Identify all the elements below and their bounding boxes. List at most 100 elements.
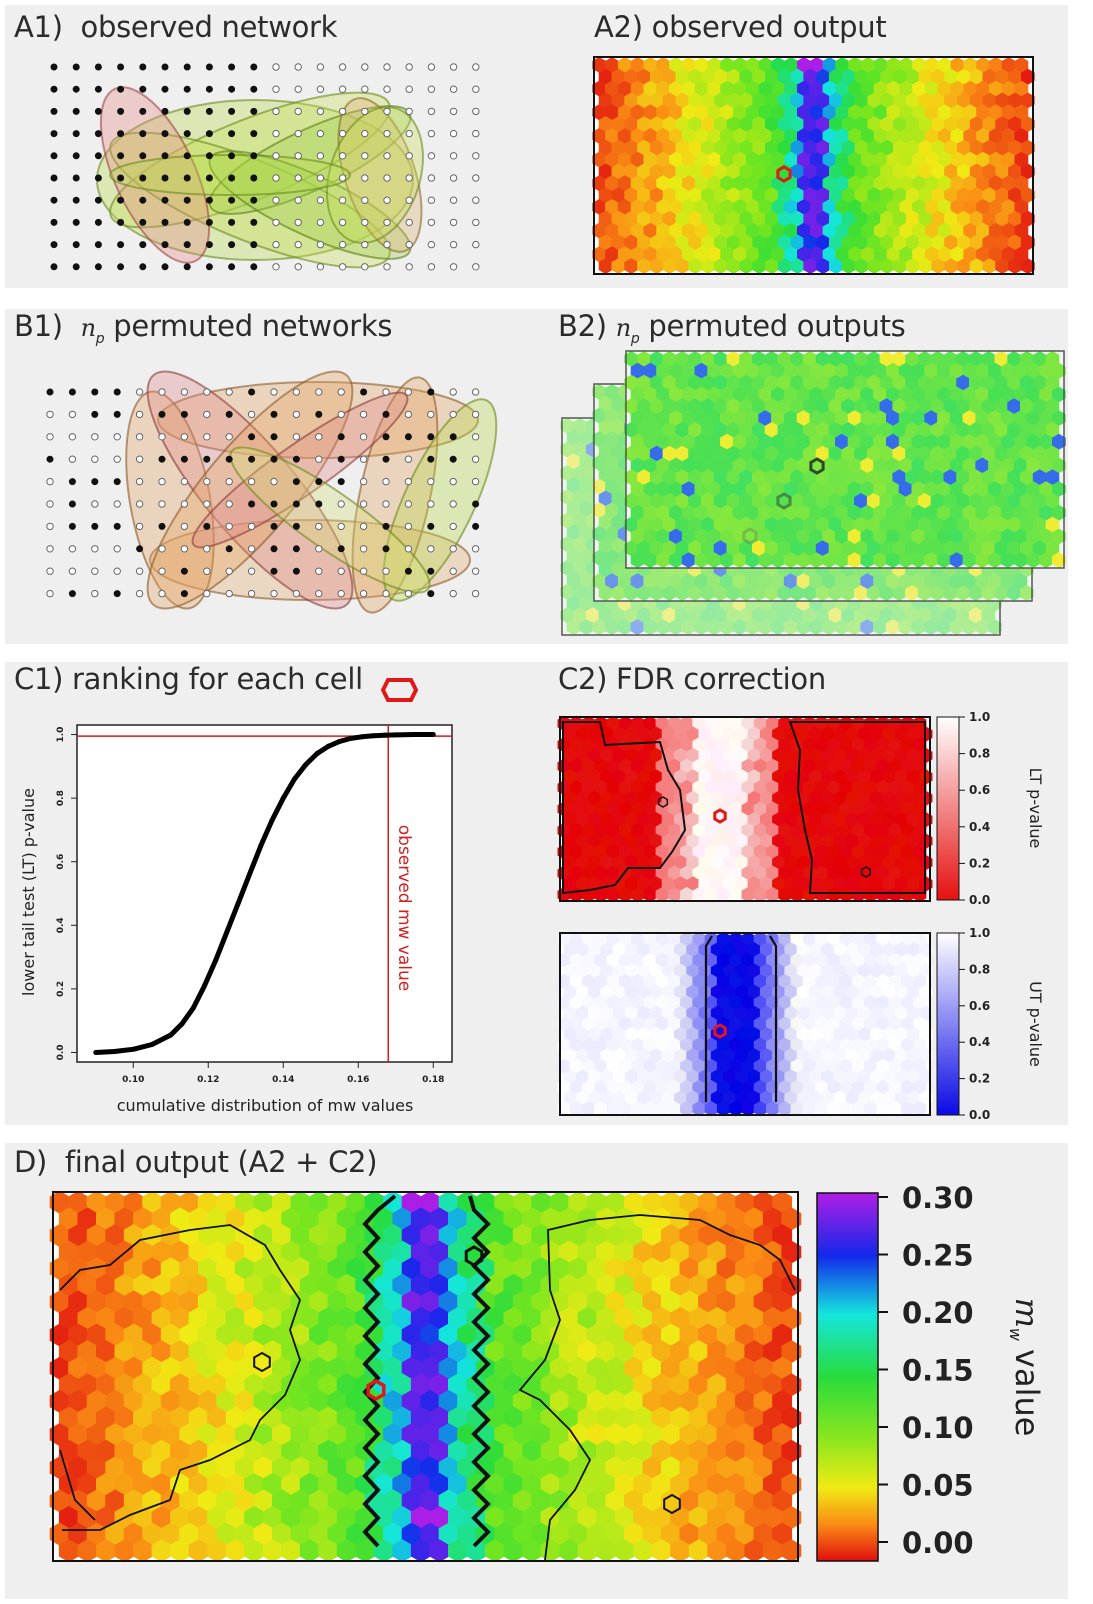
ut-significance-contour [769,935,778,1102]
network-node [46,500,54,508]
network-node [228,174,236,182]
network-node [427,107,436,116]
network-node [228,196,236,204]
network-node [113,522,121,530]
network-node [315,522,323,531]
network-node [272,218,280,227]
network-node [113,410,121,418]
network-node [135,522,144,531]
permuted-cell-marker [776,492,792,510]
x-tick-label: 0.16 [347,1075,369,1085]
panel-b2-title: B2) np permuted outputs [558,309,906,347]
network-node [404,500,413,508]
a2-map-border [593,56,1034,275]
network-node [135,567,144,575]
network-node [91,500,99,508]
network-node [382,567,390,575]
chart-ylabel: lower tail test (LT) p-value [19,788,38,996]
network-node [382,388,390,396]
network-node [183,241,191,249]
network-node [225,410,233,418]
network-node [68,500,76,508]
network-node [161,130,169,138]
network-node [472,63,480,71]
network-node [205,218,213,226]
network-node [203,500,211,508]
selected-cell-marker [713,1023,727,1039]
network-node [72,63,80,71]
network-node [272,263,280,271]
network-node [338,196,347,204]
panel-b1-title: B1) np permuted networks [14,309,393,347]
network-node [72,85,80,93]
network-node [292,455,300,463]
network-node [449,522,457,531]
lt-contour-cell [860,866,872,878]
network-node [337,567,345,575]
network-node [46,589,54,598]
cdf-point [359,734,365,740]
network-node [338,263,347,271]
network-node [183,63,191,71]
network-node [405,240,413,249]
colorbar-tick-label: 0.2 [969,856,990,870]
network-node [316,63,325,71]
network-node [294,240,302,249]
network-node [405,263,413,271]
x-tick-label: 0.12 [197,1075,219,1085]
network-node [91,455,99,463]
network-node [247,545,256,553]
colorbar-tick-label: 0.4 [969,1035,990,1049]
network-node [91,589,99,598]
network-node [272,107,280,116]
network-node [135,500,144,508]
network-node [383,85,391,93]
network-node [449,129,458,138]
network-node [294,107,302,116]
network-node [294,196,302,204]
y-tick-label: 0.2 [56,981,66,997]
cdf-point [393,732,399,738]
network-node [161,85,169,93]
network-node [46,433,54,441]
cdf-point [213,957,219,963]
network-node [316,174,325,182]
chart-xlabel: cumulative distribution of mw values [117,1096,414,1115]
network-node [272,240,280,249]
cdf-point [258,843,264,849]
network-node [315,567,323,575]
node-grid [46,388,480,598]
network-node [361,196,369,204]
network-node [94,130,102,138]
network-node [139,241,147,249]
network-node [203,567,211,575]
final-lt-contour [59,1224,301,1531]
network-node [272,152,280,160]
network-node [383,196,391,204]
network-node [225,567,233,575]
network-node [180,410,188,418]
cdf-point [382,732,387,738]
network-node [205,241,213,249]
network-node [405,196,413,204]
network-node [203,477,211,486]
network-node [405,218,413,227]
network-node [117,152,125,160]
network-node [427,196,436,204]
network-node [294,263,302,271]
selected-cell-marker [366,1378,386,1402]
network-node [139,63,147,71]
network-node [427,263,436,271]
final-hex-cells [49,1190,802,1563]
network-node [449,500,457,508]
network-node [449,477,457,486]
network-node [404,522,413,531]
network-node [270,455,278,463]
network-node [247,589,256,598]
network-node [135,455,144,463]
network-node [46,567,54,575]
final-lt-contour [518,1214,796,1561]
network-node [316,218,325,227]
network-node [203,388,211,396]
